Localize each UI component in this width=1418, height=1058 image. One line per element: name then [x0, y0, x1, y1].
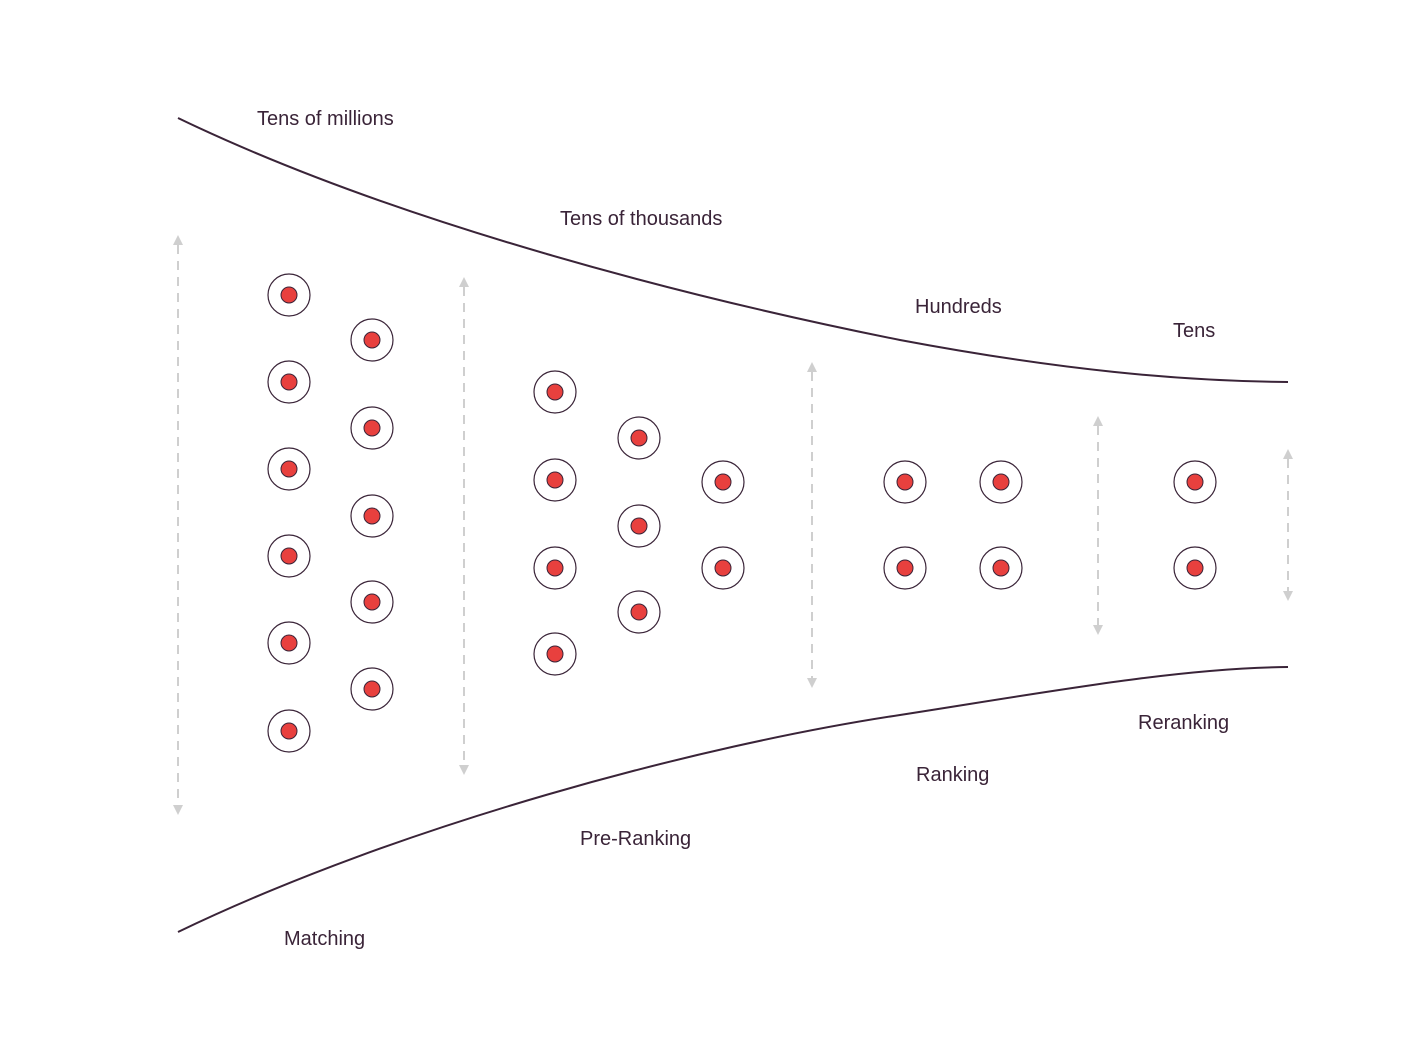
double-headed-dashed-arrow-icon: [807, 362, 817, 688]
volume-label-tens-of-thousands: Tens of thousands: [560, 208, 722, 230]
stage-label-matching: Matching: [284, 928, 365, 950]
target-dot-icon: [350, 406, 394, 450]
target-dot-icon: [701, 460, 745, 504]
double-headed-dashed-arrow-icon: [1283, 449, 1293, 601]
volume-label-tens: Tens: [1173, 320, 1215, 342]
volume-label-tens-of-millions: Tens of millions: [257, 108, 394, 130]
target-dot-icon: [883, 546, 927, 590]
target-dot-icon: [533, 632, 577, 676]
target-dot-icon: [1173, 546, 1217, 590]
target-dot-icon: [267, 534, 311, 578]
stage-label-pre-ranking: Pre-Ranking: [580, 828, 691, 850]
target-dot-icon: [350, 580, 394, 624]
target-dot-icon: [533, 370, 577, 414]
funnel-top-curve: [177, 117, 1289, 383]
target-dot-icon: [617, 416, 661, 460]
volume-label-hundreds: Hundreds: [915, 296, 1002, 318]
target-dot-icon: [533, 546, 577, 590]
double-headed-dashed-arrow-icon: [173, 235, 183, 815]
target-dot-icon: [617, 590, 661, 634]
target-dot-icon: [979, 460, 1023, 504]
target-dot-icon: [701, 546, 745, 590]
range-arrows: [173, 235, 1293, 815]
funnel-bottom-curve: [177, 666, 1289, 933]
target-dot-icon: [267, 447, 311, 491]
target-dot-icon: [267, 273, 311, 317]
target-dot-icon: [533, 458, 577, 502]
double-headed-dashed-arrow-icon: [1093, 416, 1103, 635]
target-dot-icon: [267, 360, 311, 404]
target-dot-icon: [617, 504, 661, 548]
target-dot-icon: [1173, 460, 1217, 504]
double-headed-dashed-arrow-icon: [459, 277, 469, 775]
target-dot-icon: [267, 621, 311, 665]
target-dot-icon: [979, 546, 1023, 590]
target-dot-icon: [350, 318, 394, 362]
target-dot-icon: [883, 460, 927, 504]
target-dot-icon: [267, 709, 311, 753]
candidate-items: [267, 273, 1217, 753]
target-dot-icon: [350, 494, 394, 538]
stage-label-ranking: Ranking: [916, 764, 989, 786]
target-dot-icon: [350, 667, 394, 711]
stage-label-reranking: Reranking: [1138, 712, 1229, 734]
